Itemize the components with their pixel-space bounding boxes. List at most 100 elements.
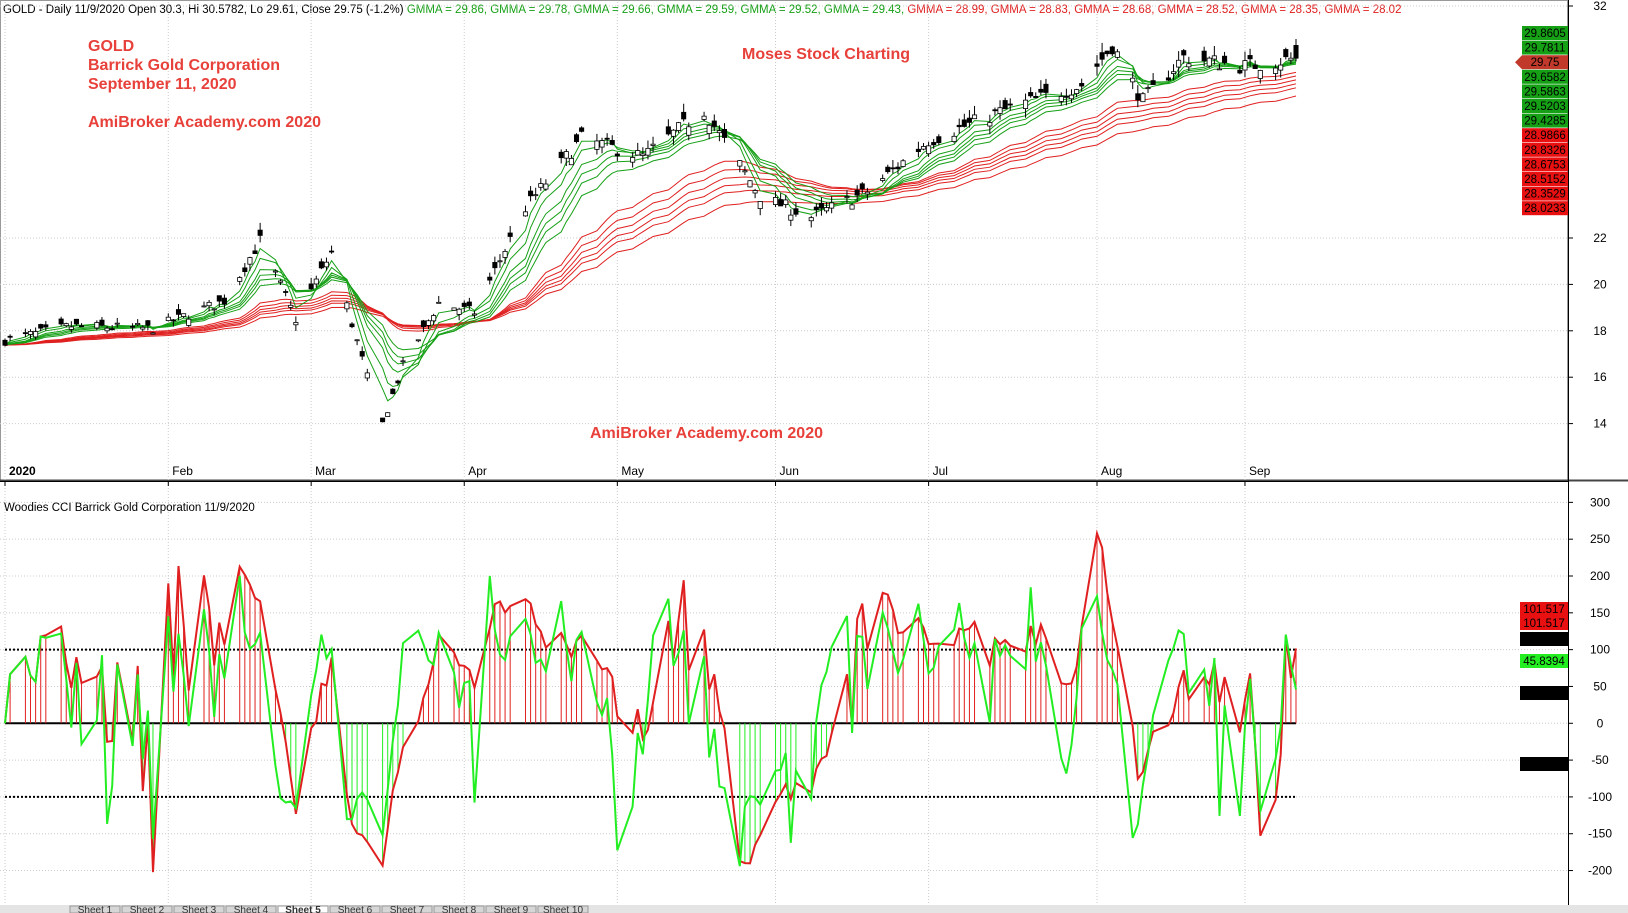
candle-body [1257, 70, 1263, 79]
chart-header: GOLD - Daily 11/9/2020 Open 30.3, Hi 30.… [3, 4, 1401, 16]
ticker-annotation: GOLD [88, 38, 134, 55]
candle-body [650, 143, 656, 146]
gmma-ribbon [4, 54, 1297, 402]
price-tag-bg [1522, 157, 1568, 172]
candle-body [783, 199, 789, 205]
candle-body [466, 301, 472, 307]
candle-body [104, 327, 110, 332]
candle-body [778, 199, 784, 207]
month-label: Aug [1101, 464, 1122, 478]
cci-grid-lines [0, 501, 1567, 872]
sheet-tab [381, 905, 433, 913]
candle-body [2, 339, 8, 346]
cci-tick-label: -50 [1591, 753, 1609, 767]
candle-body [818, 202, 824, 209]
candle-body [824, 207, 830, 212]
price-tag-label: 29.7811 [1525, 43, 1566, 55]
cci-title: Woodies CCI Barrick Gold Corporation 11/… [4, 502, 255, 514]
price-tag-bg [1522, 99, 1568, 113]
candle-body [497, 260, 503, 263]
candle-body [313, 278, 319, 285]
gmma-long-line [4, 83, 1297, 346]
time-axis: 2020 Feb Mar Apr May Jun Jul Aug Sep [4, 464, 1271, 486]
candle-body [487, 276, 493, 281]
candle-body [915, 148, 921, 152]
candle-body [79, 325, 85, 328]
price-tag-label: 28.8326 [1524, 145, 1566, 157]
header-segment: GMMA = 29.78, [490, 4, 573, 16]
candle-body [931, 142, 937, 146]
candle-body [721, 129, 728, 138]
candle-body [216, 295, 222, 302]
candle-body [645, 147, 651, 156]
candle-body [359, 351, 365, 357]
candle-body [492, 262, 498, 269]
sheet-tab-label: Sheet 8 [442, 905, 477, 913]
candle-body [1079, 83, 1085, 87]
month-label: 2020 [9, 464, 36, 478]
sheet-tab-label: Sheet 10 [543, 905, 583, 913]
price-axis: 14 16 18 20 22 32 [1568, 0, 1607, 431]
sheet-tab [537, 905, 589, 913]
price-tick-label: 32 [1593, 0, 1607, 13]
sheet-tab [277, 905, 329, 913]
sheet-tabs[interactable]: Sheet 1 Sheet 2 Sheet 3 Sheet 4 Sheet 5 Sheet… [69, 905, 589, 913]
candle-body [1283, 49, 1289, 58]
price-tick-label: 20 [1593, 277, 1607, 291]
candle-body [380, 417, 386, 423]
company-annotation: Barrick Gold Corporation [88, 57, 280, 74]
price-tag-bg [1522, 186, 1568, 201]
candle-body [1242, 60, 1248, 71]
cci-axis: 300 250 200 150 100 50 0 -50 -100 -150 -200 [1568, 495, 1612, 878]
candle-body [543, 183, 549, 190]
candle-body [22, 332, 28, 335]
cci-tags: 101.517 101.517 100 45.8394 0.00000 -100 [1520, 602, 1568, 771]
candle-body [1171, 71, 1177, 74]
header-segment: GMMA = 29.52, [741, 4, 824, 16]
candle-body [211, 308, 217, 311]
gmma-short-line [4, 58, 1297, 388]
candle-body [1201, 50, 1207, 62]
candle-body [1094, 63, 1100, 67]
candle-body [385, 412, 391, 417]
sheet-tab-label: Sheet 1 [78, 905, 113, 913]
candle-body [1247, 55, 1253, 60]
candle-body [528, 190, 534, 197]
cci-tick-label: 250 [1590, 532, 1610, 546]
header-segment: GMMA = 28.52, [1158, 4, 1241, 16]
cci-lines [4, 529, 1297, 873]
gmma-short-line [4, 62, 1297, 358]
candle-body [247, 257, 253, 265]
candle-body [364, 372, 370, 379]
candle-body [1140, 93, 1146, 103]
candle-body [997, 107, 1003, 114]
candle-body [558, 151, 564, 159]
candle-body [640, 153, 646, 156]
candle-body [604, 137, 610, 140]
candle-body [1033, 96, 1039, 99]
sheet-tab-label: Sheet 9 [494, 905, 529, 913]
cci-tick-label: 50 [1593, 679, 1607, 693]
candlesticks [2, 38, 1299, 423]
candle-body [63, 323, 69, 327]
candle-body [1222, 55, 1228, 63]
gmma-short-line [4, 61, 1297, 373]
candle-body [1273, 67, 1279, 74]
sheet-tab-label: Sheet 4 [234, 905, 269, 913]
candle-body [742, 170, 748, 173]
candle-body [1211, 55, 1217, 60]
candle-body [772, 197, 779, 205]
price-tag-bg [1522, 201, 1568, 216]
candle-body [579, 127, 585, 132]
turbo-cci-line [4, 575, 1297, 867]
candle-body [1288, 57, 1294, 61]
candle-body [880, 178, 886, 181]
price-tag-bg [1522, 84, 1568, 99]
candle-body [293, 322, 299, 326]
candle-body [864, 191, 870, 195]
cci-histogram [9, 533, 1297, 873]
cci-tick-label: 150 [1590, 606, 1610, 620]
price-tag-bg [1522, 172, 1568, 186]
cci-tag-bg [1520, 757, 1568, 771]
candle-body [344, 302, 350, 310]
